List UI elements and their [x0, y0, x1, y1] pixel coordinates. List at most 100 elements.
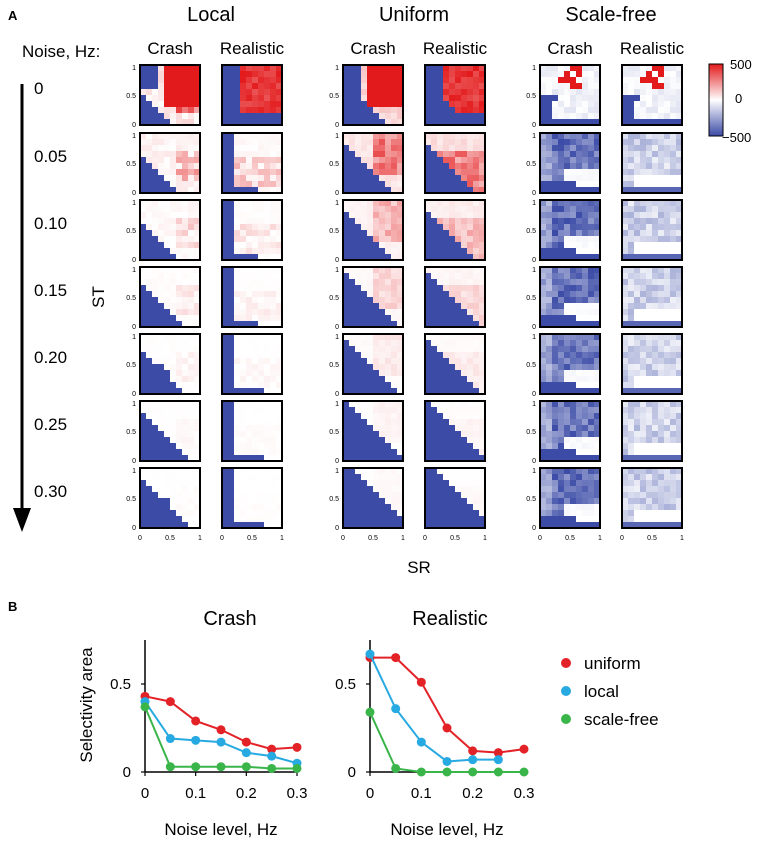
heatmap-cell: [361, 480, 368, 487]
heatmap-sfC-row-0: [539, 64, 601, 126]
heatmap-ytick: 0.5: [526, 228, 536, 235]
heatmap-cell: [240, 425, 247, 432]
heatmap-cell: [343, 89, 350, 96]
heatmap-cell: [622, 89, 629, 96]
heatmap-cell: [676, 419, 683, 426]
heatmap-cell: [349, 364, 356, 371]
heatmap-cell: [379, 346, 386, 353]
heatmap-cell: [361, 321, 368, 328]
heatmap-cell: [582, 224, 589, 231]
heatmap-cell: [246, 200, 253, 207]
heatmap-cell: [552, 346, 559, 353]
heatmap-cell: [670, 431, 677, 438]
heatmap-ytick: 0.5: [526, 93, 536, 100]
heatmap-cell: [461, 71, 468, 78]
heatmap-cell: [176, 285, 183, 292]
heatmap-cell: [455, 346, 462, 353]
heatmap-cell: [640, 449, 647, 456]
heatmap-cell: [182, 340, 189, 347]
heatmap-cell: [252, 401, 259, 408]
heatmap-cell: [473, 89, 480, 96]
heatmap-cell: [349, 77, 356, 84]
heatmap-xtick: 0: [138, 535, 142, 542]
heatmap-cell: [146, 486, 153, 493]
heatmap-cell: [397, 358, 404, 365]
heatmap-cell: [379, 401, 386, 408]
heatmap-cell: [397, 163, 404, 170]
heatmap-cell: [228, 303, 235, 310]
heatmap-cell: [449, 340, 456, 347]
heatmap-cell: [385, 113, 392, 120]
heatmap-cell: [552, 187, 559, 194]
heatmap-cell: [194, 498, 201, 505]
heatmap-cell: [594, 437, 601, 444]
heatmap-cell: [240, 212, 247, 219]
heatmap-cell: [552, 388, 559, 395]
heatmap-cell: [431, 206, 438, 213]
heatmap-cell: [385, 504, 392, 511]
heatmap-cell: [349, 358, 356, 365]
heatmap-cell: [582, 401, 589, 408]
heatmap-cell: [473, 101, 480, 108]
heatmap-cell: [373, 382, 380, 389]
heatmap-cell: [391, 498, 398, 505]
heatmap-cell: [367, 474, 374, 481]
heatmap-cell: [146, 364, 153, 371]
heatmap-ytick: 0: [532, 458, 536, 465]
heatmap-cell: [467, 468, 474, 475]
heatmap-cell: [234, 468, 241, 475]
heatmap-cell: [640, 419, 647, 426]
heatmap-cell: [546, 133, 553, 140]
heatmap-cell: [349, 474, 356, 481]
heatmap-cell: [658, 474, 665, 481]
heatmap-cell: [264, 113, 271, 120]
heatmap-cell: [558, 437, 565, 444]
heatmap-cell: [664, 309, 671, 316]
heatmap-cell: [634, 370, 641, 377]
heatmap-cell: [264, 425, 271, 432]
heatmap-cell: [373, 358, 380, 365]
heatmap-cell: [467, 206, 474, 213]
heatmap-cell: [276, 175, 283, 182]
heatmap-cell: [455, 119, 462, 126]
heatmap-cell: [558, 200, 565, 207]
heatmap-uniC-row-2: [342, 199, 404, 261]
heatmap-cell: [546, 267, 553, 274]
heatmap-xtick: 0.5: [450, 535, 460, 542]
heatmap-cell: [343, 291, 350, 298]
heatmap-cell: [425, 157, 432, 164]
heatmap-cell: [564, 455, 571, 462]
heatmap-cell: [182, 468, 189, 475]
heatmap-cell: [240, 163, 247, 170]
heatmap-cell: [240, 309, 247, 316]
heatmap-cell: [676, 516, 683, 523]
heatmap-cell: [152, 151, 159, 158]
heatmap-ytick: 0.5: [126, 93, 136, 100]
heatmap-cell: [646, 236, 653, 243]
heatmap-cell: [652, 285, 659, 292]
heatmap-cell: [431, 89, 438, 96]
heatmap-cell: [222, 522, 229, 529]
heatmap-cell: [276, 315, 283, 322]
heatmap-cell: [188, 95, 195, 102]
heatmap-cell: [240, 522, 247, 529]
heatmap-cell: [264, 212, 271, 219]
colorbar-label-min: −500: [722, 130, 751, 145]
heatmap-cell: [588, 95, 595, 102]
heatmap-cell: [546, 455, 553, 462]
heatmap-cell: [594, 267, 601, 274]
heatmap-cell: [343, 468, 350, 475]
heatmap-cell: [540, 455, 547, 462]
heatmap-cell: [397, 443, 404, 450]
heatmap-cell: [558, 321, 565, 328]
heatmap-cell: [443, 218, 450, 225]
heatmap-cell: [652, 95, 659, 102]
heatmap-cell: [194, 285, 201, 292]
heatmap-cell: [425, 285, 432, 292]
heatmap-cell: [264, 321, 271, 328]
heatmap-cell: [222, 139, 229, 146]
heatmap-cell: [425, 119, 432, 126]
heatmap-cell: [558, 285, 565, 292]
heatmap-cell: [461, 352, 468, 359]
heatmap-cell: [373, 248, 380, 255]
